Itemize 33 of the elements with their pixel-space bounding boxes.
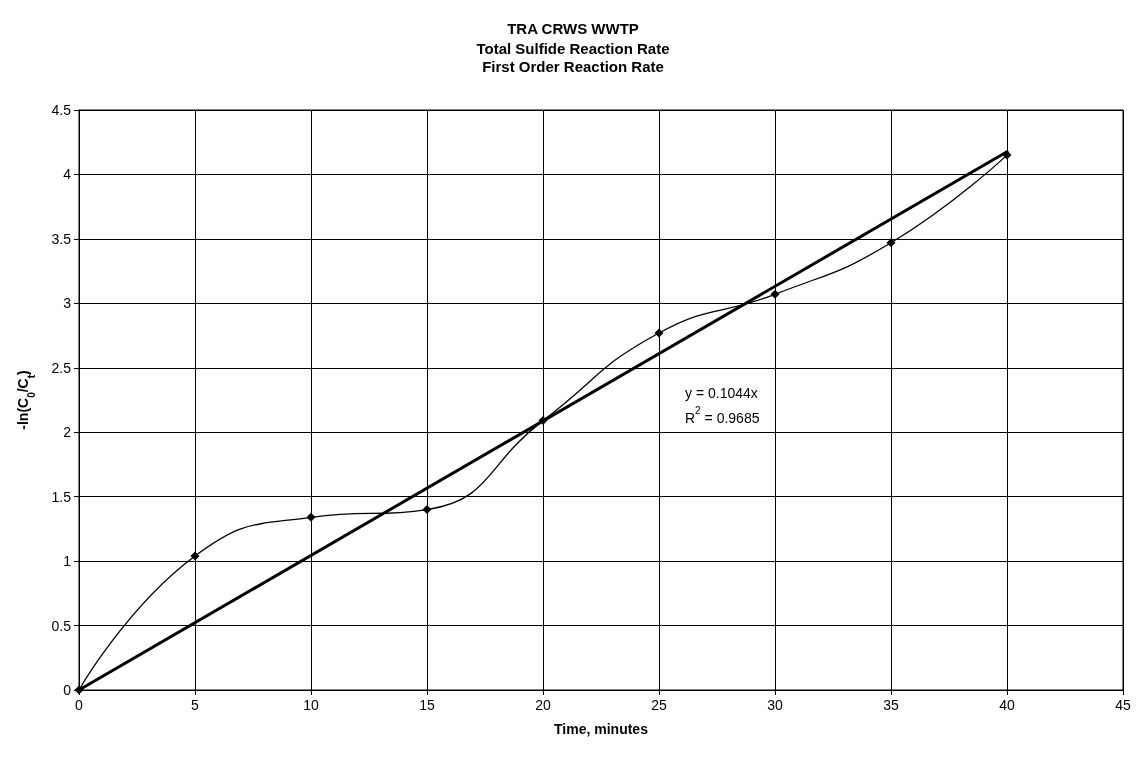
chart-title: TRA CRWS WWTP <box>507 19 639 37</box>
x-tick-label: 0 <box>75 697 84 713</box>
y-tick-label: 0.5 <box>51 617 72 634</box>
x-axis-title: Time, minutes <box>554 721 649 737</box>
point <box>770 289 780 299</box>
y-tick-label: 1.5 <box>51 488 72 505</box>
x-tick-label: 10 <box>303 697 319 713</box>
x-tick-label: 15 <box>419 697 435 713</box>
point <box>886 238 896 248</box>
y-axis-title: -ln(C0/Ct) <box>15 370 37 430</box>
point <box>190 551 200 561</box>
point <box>306 512 316 522</box>
y-tick-label: 1 <box>63 553 72 570</box>
x-tick-label: 35 <box>883 697 899 713</box>
point <box>538 416 548 426</box>
x-tick-label: 30 <box>767 697 783 713</box>
y-tick-label: 3 <box>63 295 72 312</box>
point <box>1002 150 1012 160</box>
y-tick-label: 2 <box>63 424 72 441</box>
annotation: y = 0.1044x <box>685 385 758 401</box>
x-tick-label: 5 <box>191 697 200 713</box>
x-tick-label: 25 <box>651 697 667 713</box>
y-tick-label: 4.5 <box>51 102 72 118</box>
y-tick-label: 2.5 <box>51 359 72 376</box>
point <box>654 328 664 338</box>
y-tick-label: 4 <box>63 166 72 183</box>
x-tick-label: 40 <box>999 697 1015 713</box>
point <box>422 505 432 515</box>
y-tick-label: 0 <box>63 682 72 698</box>
chart-subtitle: Total Sulfide Reaction Rate First Order Reaction Rate <box>476 39 670 75</box>
y-tick-label: 3.5 <box>51 230 72 247</box>
x-tick-label: 20 <box>535 697 551 713</box>
x-tick-label: 45 <box>1115 697 1131 713</box>
